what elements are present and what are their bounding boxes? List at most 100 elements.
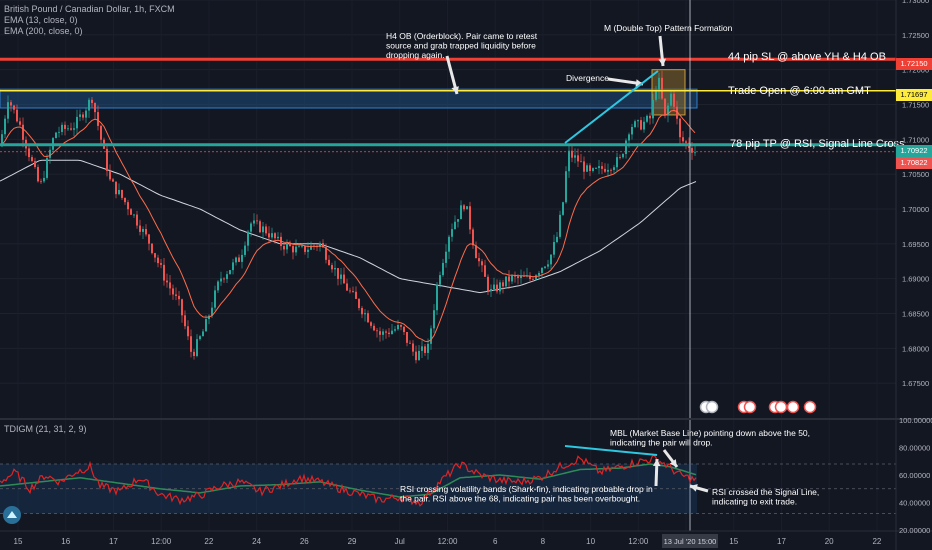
candle-body <box>505 276 507 287</box>
candle-body <box>142 228 144 232</box>
candle-body <box>499 282 501 292</box>
candle-body <box>577 155 579 162</box>
indicator-tick-label: 80.00000 <box>899 444 930 453</box>
candle-body <box>493 284 495 290</box>
candle-body <box>427 343 429 353</box>
candle-body <box>367 313 369 323</box>
time-tick-label: 15 <box>729 537 738 546</box>
candle-body <box>301 245 303 247</box>
price-tick-label: 1.67500 <box>902 379 929 388</box>
ema13-path <box>1 109 696 343</box>
time-tick-label: 22 <box>204 537 213 546</box>
candle-body <box>403 326 405 332</box>
candle-body <box>325 247 327 260</box>
tp-label: 78 pip TP @ RSI, Signal Line Cross <box>730 138 905 150</box>
candle-body <box>481 261 483 266</box>
candle-body <box>376 330 378 332</box>
candle-body <box>88 99 90 111</box>
crosshair-time-label: 13 Jul '20 15:00 <box>662 534 718 548</box>
price-tick-label: 1.70000 <box>902 205 929 214</box>
candle-body <box>229 270 231 275</box>
time-tick-label: Jul <box>395 537 405 546</box>
candle-body <box>439 275 441 285</box>
price-tick-label: 1.72500 <box>902 31 929 40</box>
candle-body <box>292 246 294 253</box>
candle-body <box>463 205 465 210</box>
candle-body <box>406 331 408 343</box>
time-tick-label: 22 <box>872 537 881 546</box>
time-tick-label: 10 <box>586 537 595 546</box>
candle-body <box>622 153 624 158</box>
candle-body <box>343 274 345 284</box>
candle-body <box>304 245 306 252</box>
divergence-price-line <box>564 70 659 144</box>
candle-body <box>445 251 447 263</box>
candle-body <box>232 262 234 271</box>
time-tick-label: 16 <box>61 537 70 546</box>
candle-body <box>217 281 219 291</box>
economic-event-icon <box>705 400 719 414</box>
candle-body <box>682 137 684 142</box>
candle-body <box>472 229 474 246</box>
candle-body <box>487 276 489 292</box>
candle-body <box>70 128 72 130</box>
candle-body <box>262 226 264 233</box>
orderblock-rect <box>0 88 698 109</box>
candle-body <box>151 243 153 254</box>
indicator-legend: TDIGM (21, 31, 2, 9) <box>4 424 87 434</box>
chart-grid <box>0 0 896 384</box>
candle-body <box>601 166 603 169</box>
time-tick-label: 17 <box>777 537 786 546</box>
trade-open-price-tag: 1.71697 <box>896 89 932 101</box>
candle-body <box>394 329 396 331</box>
time-tick-label: 15 <box>14 537 23 546</box>
candle-body <box>163 264 165 281</box>
economic-event-icon <box>743 400 757 414</box>
candle-body <box>385 331 387 333</box>
crosshair-time-bg <box>662 534 718 548</box>
candle-body <box>253 220 255 224</box>
candle-body <box>226 274 228 280</box>
candle-body <box>685 141 687 143</box>
candle-body <box>169 282 171 289</box>
candle-body <box>154 253 156 258</box>
time-tick-label: 8 <box>541 537 546 546</box>
candle-body <box>589 165 591 171</box>
candle-body <box>271 233 273 238</box>
time-tick-label: 6 <box>493 537 498 546</box>
candle-body <box>418 350 420 361</box>
candle-body <box>475 245 477 259</box>
candle-body <box>76 116 78 129</box>
indicator-tick-label: 40.00000 <box>899 499 930 508</box>
candle-body <box>655 91 657 100</box>
candle-body <box>490 289 492 292</box>
price-tick-label: 1.68000 <box>902 344 929 353</box>
tradingview-logo-icon[interactable] <box>3 506 21 524</box>
candle-body <box>544 266 546 268</box>
tp-price-tag: 1.70922 <box>896 145 932 157</box>
candle-body <box>259 221 261 233</box>
candle-body <box>10 102 12 106</box>
candle-body <box>7 102 9 119</box>
ema200-legend: EMA (200, close, 0) <box>4 26 83 36</box>
candle-body <box>646 115 648 122</box>
candle-body <box>307 249 309 252</box>
candle-body <box>139 225 141 232</box>
candle-body <box>250 223 252 232</box>
candle-body <box>205 319 207 332</box>
candle-body <box>370 322 372 326</box>
candle-body <box>49 149 51 158</box>
candle-body <box>649 115 651 119</box>
candle-body <box>202 331 204 337</box>
candle-body <box>199 336 201 340</box>
candle-body <box>220 278 222 282</box>
candle-body <box>664 98 666 116</box>
candle-body <box>94 103 96 113</box>
candle-body <box>145 228 147 235</box>
candle-body <box>337 268 339 279</box>
candle-body <box>547 264 549 267</box>
candle-body <box>358 298 360 308</box>
candle-body <box>106 148 108 172</box>
candle-body <box>361 307 363 315</box>
